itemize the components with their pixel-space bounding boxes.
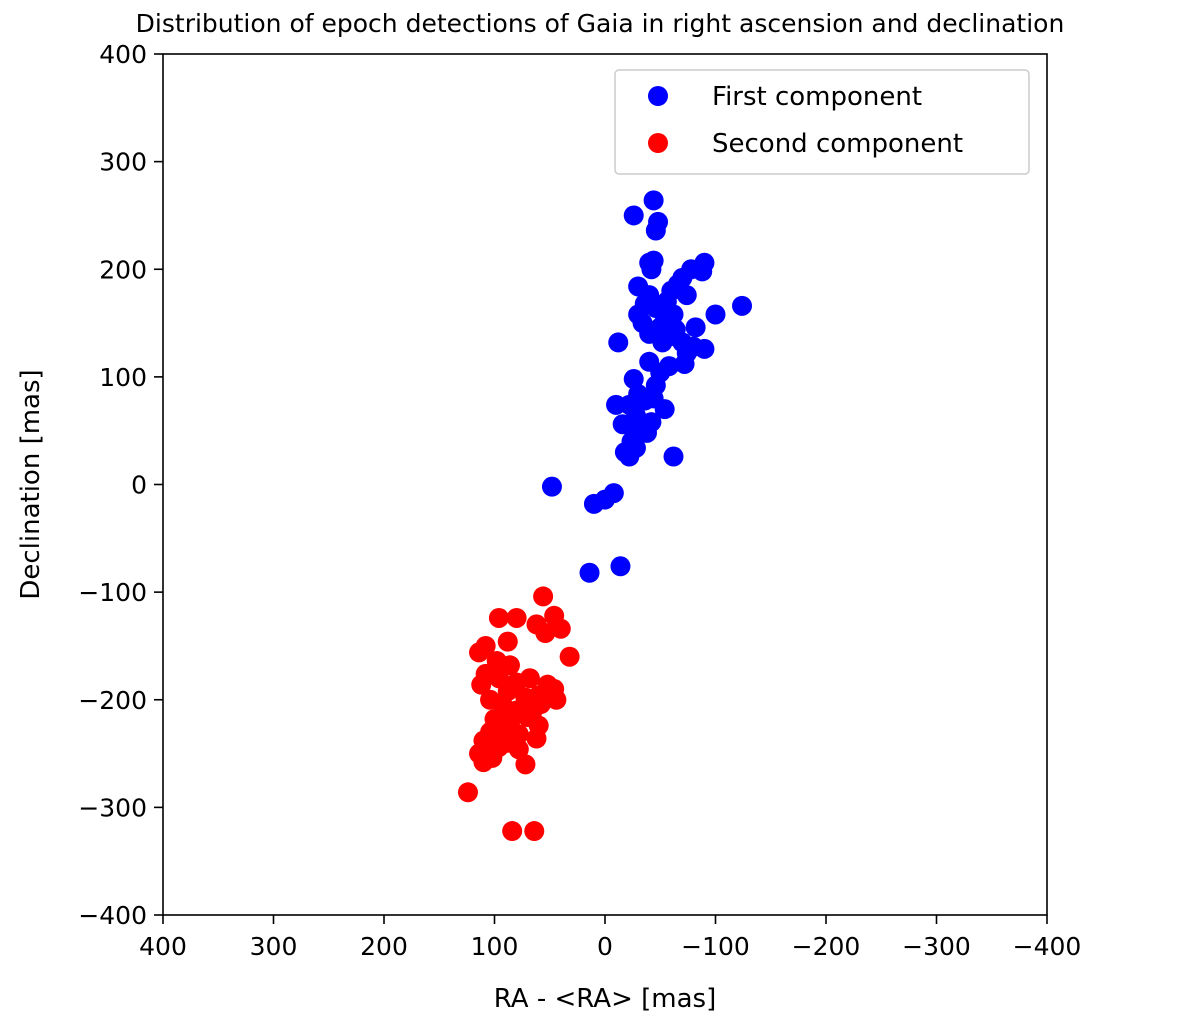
x-axis: 400 300 200 100 0 −100 −200 −300 −400 [139,915,1081,961]
x-axis-label: RA - <RA> [mas] [494,984,716,1014]
y-tick-label: −400 [78,901,147,930]
first-component-point [619,446,640,467]
first-component-point [645,220,666,241]
legend-label-first-component: First component [712,82,922,112]
first-component-point [694,338,715,359]
second-component-point [508,739,529,760]
first-component-point [654,399,675,420]
x-tick-label: 300 [250,932,298,961]
y-tick-label: 300 [99,148,147,177]
legend-marker-second-component [648,133,668,153]
second-component-point [524,821,545,842]
y-tick-label: 0 [131,471,147,500]
second-component-point [506,607,527,628]
y-tick-label: −200 [78,686,147,715]
second-component-point [526,728,547,749]
second-component-point [488,607,509,628]
second-component-point [497,681,518,702]
x-tick-label: 200 [360,932,408,961]
second-component-point [497,631,518,652]
first-component-point [623,369,644,390]
second-component-point [559,646,580,667]
first-component-point [623,205,644,226]
legend-marker-first-component [648,86,668,106]
first-component-point [641,259,662,280]
second-component-point [550,618,571,639]
chart-title: Distribution of epoch detections of Gaia… [136,9,1065,38]
y-axis: 400 300 200 100 0 −100 −200 −300 −400 [78,40,163,930]
y-tick-label: −300 [78,793,147,822]
x-tick-label: −100 [681,932,750,961]
first-component-point [612,414,633,435]
first-component-point [692,261,713,282]
first-component-point [732,295,753,316]
first-component-point [652,332,673,353]
second-component-point [535,623,556,644]
x-tick-label: 400 [139,932,187,961]
second-component-point [502,821,523,842]
first-component-point [685,317,706,338]
first-component-point [674,353,695,374]
plot-frame [162,53,1048,916]
first-component-point [610,556,631,577]
y-tick-label: 200 [99,255,147,284]
first-component-point [663,446,684,467]
y-tick-label: 400 [99,40,147,69]
second-component-point [473,752,494,773]
legend: First component Second component [614,69,1030,175]
x-tick-label: −200 [792,932,861,961]
first-component-point [705,304,726,325]
legend-frame [614,69,1030,175]
first-component-point [606,394,627,415]
legend-label-second-component: Second component [712,129,963,159]
first-component-point [608,332,629,353]
second-component-point [471,674,492,695]
plot-area [162,53,1048,916]
x-tick-label: 100 [471,932,519,961]
second-component-point [533,586,554,607]
first-component-point [636,422,657,443]
x-tick-label: 0 [597,932,613,961]
second-component-point [457,782,478,803]
first-component-point [583,493,604,514]
y-tick-label: −100 [78,578,147,607]
x-tick-label: −300 [902,932,971,961]
first-component-point [634,390,655,411]
x-tick-label: −400 [1013,932,1082,961]
second-component-point [469,642,490,663]
y-axis-label: Declination [mas] [16,369,46,599]
first-component-point [541,476,562,497]
y-tick-label: 100 [99,363,147,392]
second-component-point [546,689,567,710]
first-component-point [579,562,600,583]
second-component-point [515,754,536,775]
first-component-point [643,190,664,211]
first-component-point [676,285,697,306]
points-layer [457,190,753,842]
